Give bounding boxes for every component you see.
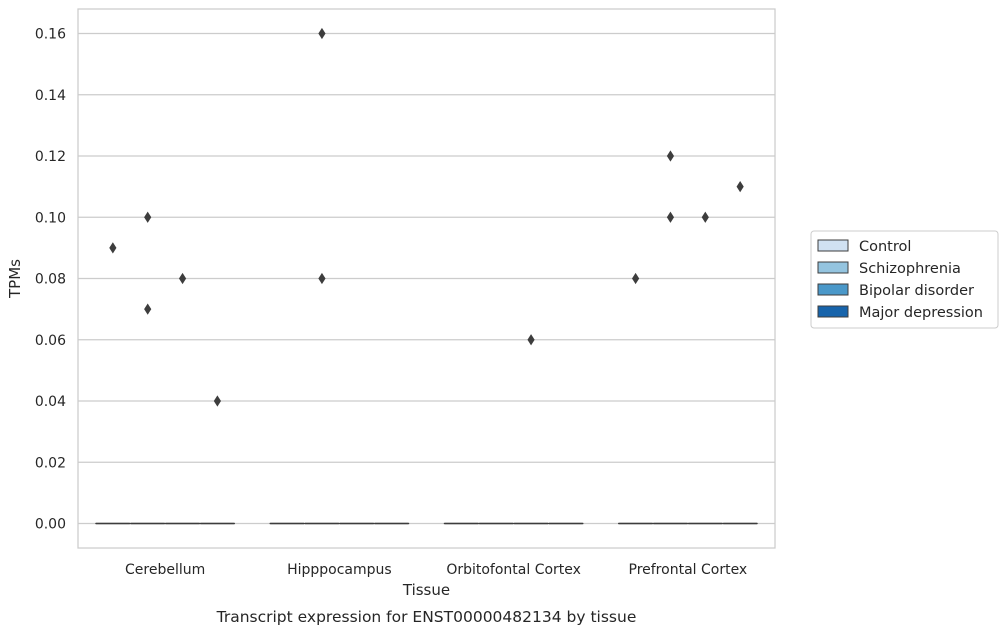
y-tick-labels: 0.00 0.02 0.04 0.06 0.08 0.10 0.12 0.14 0.16 xyxy=(35,27,66,533)
y-tick-label: 0.04 xyxy=(35,394,66,410)
y-axis-label: TPMs xyxy=(6,259,24,299)
y-tick-label: 0.06 xyxy=(35,333,66,349)
legend-label: Major depression xyxy=(859,305,983,321)
outlier-point xyxy=(178,272,187,285)
y-tick-label: 0.00 xyxy=(35,517,66,533)
y-tick-label: 0.12 xyxy=(35,149,66,165)
legend: Control Schizophrenia Bipolar disorder Majo… xyxy=(810,230,999,329)
grid-lines xyxy=(78,32,775,525)
outlier-point xyxy=(318,27,326,40)
outlier-point xyxy=(527,334,535,346)
x-tick-label: Orbitofontal Cortex xyxy=(446,562,581,578)
x-tick-label: Prefrontal Cortex xyxy=(629,562,748,578)
outlier-point xyxy=(144,303,152,315)
y-tick-label: 0.02 xyxy=(35,455,66,471)
legend-label: Control xyxy=(859,239,911,255)
legend-frame xyxy=(810,230,999,329)
outlier-point xyxy=(666,150,675,162)
outlier-point xyxy=(736,181,744,193)
x-tick-labels: Cerebellum Hipppocampus Orbitofontal Corte… xyxy=(125,562,747,578)
outlier-point xyxy=(701,211,709,223)
legend-label: Bipolar disorder xyxy=(859,283,974,299)
y-tick-label: 0.10 xyxy=(35,210,66,226)
legend-label: Schizophrenia xyxy=(859,261,961,277)
legend-swatch xyxy=(817,305,849,318)
outlier-point xyxy=(144,211,152,223)
outlier-point xyxy=(318,272,326,285)
outlier-point xyxy=(666,211,675,223)
outlier-point xyxy=(632,272,640,285)
legend-swatch xyxy=(817,239,849,252)
outlier-point xyxy=(109,242,117,254)
outlier-layer xyxy=(109,27,744,407)
x-tick-label: Hipppocampus xyxy=(287,562,392,578)
chart-caption: Transcript expression for ENST0000048213… xyxy=(216,608,637,626)
outlier-point xyxy=(213,395,221,407)
y-tick-label: 0.16 xyxy=(35,27,66,43)
x-tick-label: Cerebellum xyxy=(125,562,205,578)
plot-frame xyxy=(77,8,776,549)
legend-swatch xyxy=(817,283,849,296)
y-tick-label: 0.14 xyxy=(35,88,66,104)
y-tick-label: 0.08 xyxy=(35,272,66,288)
x-axis-label: Tissue xyxy=(402,581,450,599)
legend-swatch xyxy=(817,261,849,274)
